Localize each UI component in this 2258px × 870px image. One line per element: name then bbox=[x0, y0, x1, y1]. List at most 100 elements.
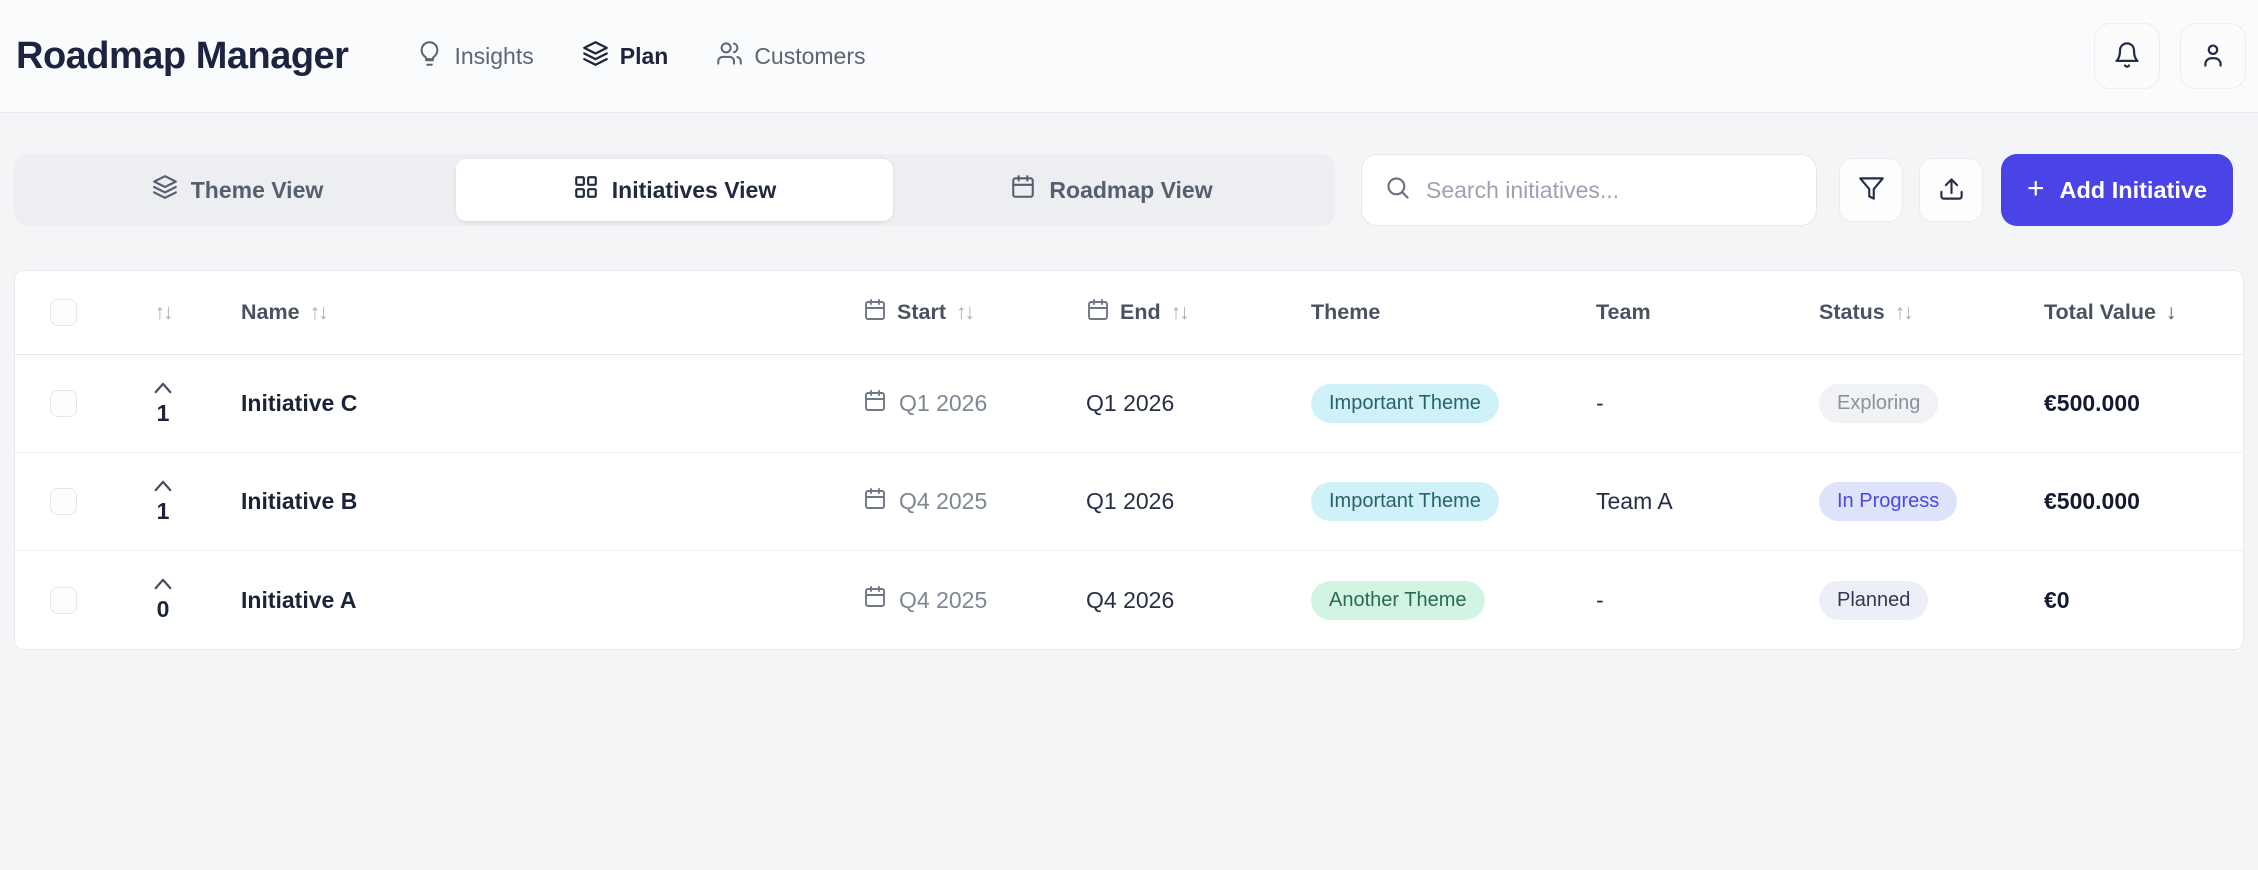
end-value: Q1 2026 bbox=[1086, 488, 1175, 514]
row-checkbox[interactable] bbox=[49, 488, 77, 515]
start-value: Q4 2025 bbox=[899, 586, 988, 613]
plus-icon: + bbox=[2026, 171, 2045, 205]
row-checkbox[interactable] bbox=[49, 586, 77, 614]
status-badge: Exploring bbox=[1819, 384, 1939, 423]
column-label: Team bbox=[1596, 300, 1651, 324]
initiative-name: Initiative C bbox=[241, 390, 358, 416]
topbar-actions bbox=[2094, 23, 2246, 89]
export-button[interactable] bbox=[1919, 158, 1983, 222]
calendar-icon bbox=[863, 585, 887, 615]
vote-cell: 0 bbox=[111, 577, 215, 623]
tab-initiatives-view[interactable]: Initiatives View bbox=[456, 159, 893, 221]
search-input[interactable] bbox=[1426, 176, 1794, 204]
tab-theme-view[interactable]: Theme View bbox=[19, 159, 456, 221]
search-box bbox=[1361, 154, 1817, 226]
initiative-name: Initiative A bbox=[241, 586, 357, 613]
lightbulb-icon bbox=[416, 40, 443, 73]
table-body: 1 Initiative C Q1 2026 Q1 2026 Important… bbox=[15, 355, 2243, 649]
account-button[interactable] bbox=[2180, 23, 2246, 89]
start-value: Q1 2026 bbox=[899, 390, 988, 416]
team-value: Team A bbox=[1596, 488, 1673, 514]
theme-badge: Important Theme bbox=[1311, 384, 1499, 423]
vote-count: 1 bbox=[156, 497, 170, 524]
column-header-team: Team bbox=[1581, 300, 1803, 325]
total-value: €500.000 bbox=[2044, 488, 2140, 514]
column-label: Start bbox=[897, 300, 946, 324]
vote-cell: 1 bbox=[111, 381, 215, 427]
initiative-name: Initiative B bbox=[241, 488, 358, 514]
sort-icon: ↑↓ bbox=[1170, 300, 1190, 324]
bell-icon bbox=[2113, 41, 2141, 72]
end-value: Q1 2026 bbox=[1086, 390, 1175, 416]
view-switcher: Theme View Initiatives View Roadmap View bbox=[14, 154, 1335, 226]
upvote-button[interactable]: 1 bbox=[152, 479, 174, 525]
column-label: Status bbox=[1819, 300, 1885, 324]
status-cell: Exploring bbox=[1803, 384, 2025, 423]
user-icon bbox=[2199, 41, 2227, 72]
column-label: Theme bbox=[1311, 300, 1381, 324]
theme-cell: Important Theme bbox=[1291, 482, 1581, 521]
sort-icon: ↑↓ bbox=[154, 300, 174, 324]
column-header-end[interactable]: End ↑↓ bbox=[1063, 298, 1291, 328]
toolbar: Theme View Initiatives View Roadmap View… bbox=[14, 154, 2244, 226]
status-badge: Planned bbox=[1819, 580, 1929, 620]
total-value: €500.000 bbox=[2044, 390, 2140, 416]
column-header-start[interactable]: Start ↑↓ bbox=[841, 298, 1063, 328]
filter-icon bbox=[1858, 175, 1885, 205]
column-header-status[interactable]: Status ↑↓ bbox=[1803, 300, 2025, 325]
page-title: Roadmap Manager bbox=[16, 34, 349, 77]
column-header-theme: Theme bbox=[1291, 300, 1581, 325]
theme-cell: Important Theme bbox=[1291, 384, 1581, 423]
column-label: Name bbox=[241, 300, 300, 324]
filter-button[interactable] bbox=[1839, 158, 1903, 222]
tab-label: Initiatives View bbox=[611, 176, 777, 203]
chevron-up-icon bbox=[152, 479, 174, 497]
tab-label: Roadmap View bbox=[1049, 176, 1213, 203]
nav-item-label: Customers bbox=[754, 42, 866, 69]
table-row[interactable]: 1 Initiative C Q1 2026 Q1 2026 Important… bbox=[15, 355, 2243, 453]
layers-icon bbox=[152, 174, 178, 206]
calendar-icon bbox=[863, 389, 887, 419]
column-header-total-value[interactable]: Total Value ↓ bbox=[2025, 300, 2243, 325]
column-header-name[interactable]: Name ↑↓ bbox=[215, 300, 841, 325]
team-value: - bbox=[1596, 390, 1604, 416]
sort-desc-icon: ↓ bbox=[2165, 300, 2177, 324]
sort-icon: ↑↓ bbox=[955, 300, 975, 324]
upvote-button[interactable]: 1 bbox=[152, 381, 174, 427]
calendar-icon bbox=[1086, 298, 1110, 328]
main-nav: Insights Plan Customers bbox=[416, 40, 866, 73]
select-all-checkbox[interactable] bbox=[49, 299, 77, 326]
status-cell: Planned bbox=[1803, 580, 2025, 620]
nav-item-plan[interactable]: Plan bbox=[582, 40, 668, 73]
tab-roadmap-view[interactable]: Roadmap View bbox=[893, 159, 1330, 221]
add-initiative-button[interactable]: + Add Initiative bbox=[2001, 154, 2233, 226]
sort-icon: ↑↓ bbox=[309, 300, 329, 324]
chevron-up-icon bbox=[152, 577, 174, 595]
column-label: Total Value bbox=[2044, 300, 2156, 324]
upvote-button[interactable]: 0 bbox=[152, 577, 174, 623]
team-value: - bbox=[1596, 586, 1604, 613]
total-value: €0 bbox=[2044, 586, 2070, 613]
votes-sort-header[interactable]: ↑↓ bbox=[111, 301, 215, 325]
row-checkbox[interactable] bbox=[49, 390, 77, 417]
vote-count: 1 bbox=[156, 399, 170, 426]
table-row[interactable]: 1 Initiative B Q4 2025 Q1 2026 Important… bbox=[15, 453, 2243, 551]
start-cell: Q1 2026 bbox=[841, 389, 1063, 419]
nav-item-insights[interactable]: Insights bbox=[416, 40, 534, 73]
tab-label: Theme View bbox=[190, 176, 324, 203]
topbar: Roadmap Manager Insights Plan Customers bbox=[0, 0, 2258, 113]
calendar-icon bbox=[863, 487, 887, 517]
layers-icon bbox=[582, 40, 609, 73]
start-cell: Q4 2025 bbox=[841, 487, 1063, 517]
status-cell: In Progress bbox=[1803, 482, 2025, 521]
start-value: Q4 2025 bbox=[899, 488, 988, 514]
users-icon bbox=[716, 40, 743, 73]
add-initiative-label: Add Initiative bbox=[2059, 176, 2208, 203]
vote-count: 0 bbox=[156, 596, 170, 622]
notifications-button[interactable] bbox=[2094, 23, 2160, 89]
nav-item-customers[interactable]: Customers bbox=[716, 40, 866, 73]
start-cell: Q4 2025 bbox=[841, 585, 1063, 615]
row-checkbox-cell bbox=[15, 390, 111, 417]
table-row[interactable]: 0 Initiative A Q4 2025 Q4 2026 Another T… bbox=[15, 551, 2243, 649]
